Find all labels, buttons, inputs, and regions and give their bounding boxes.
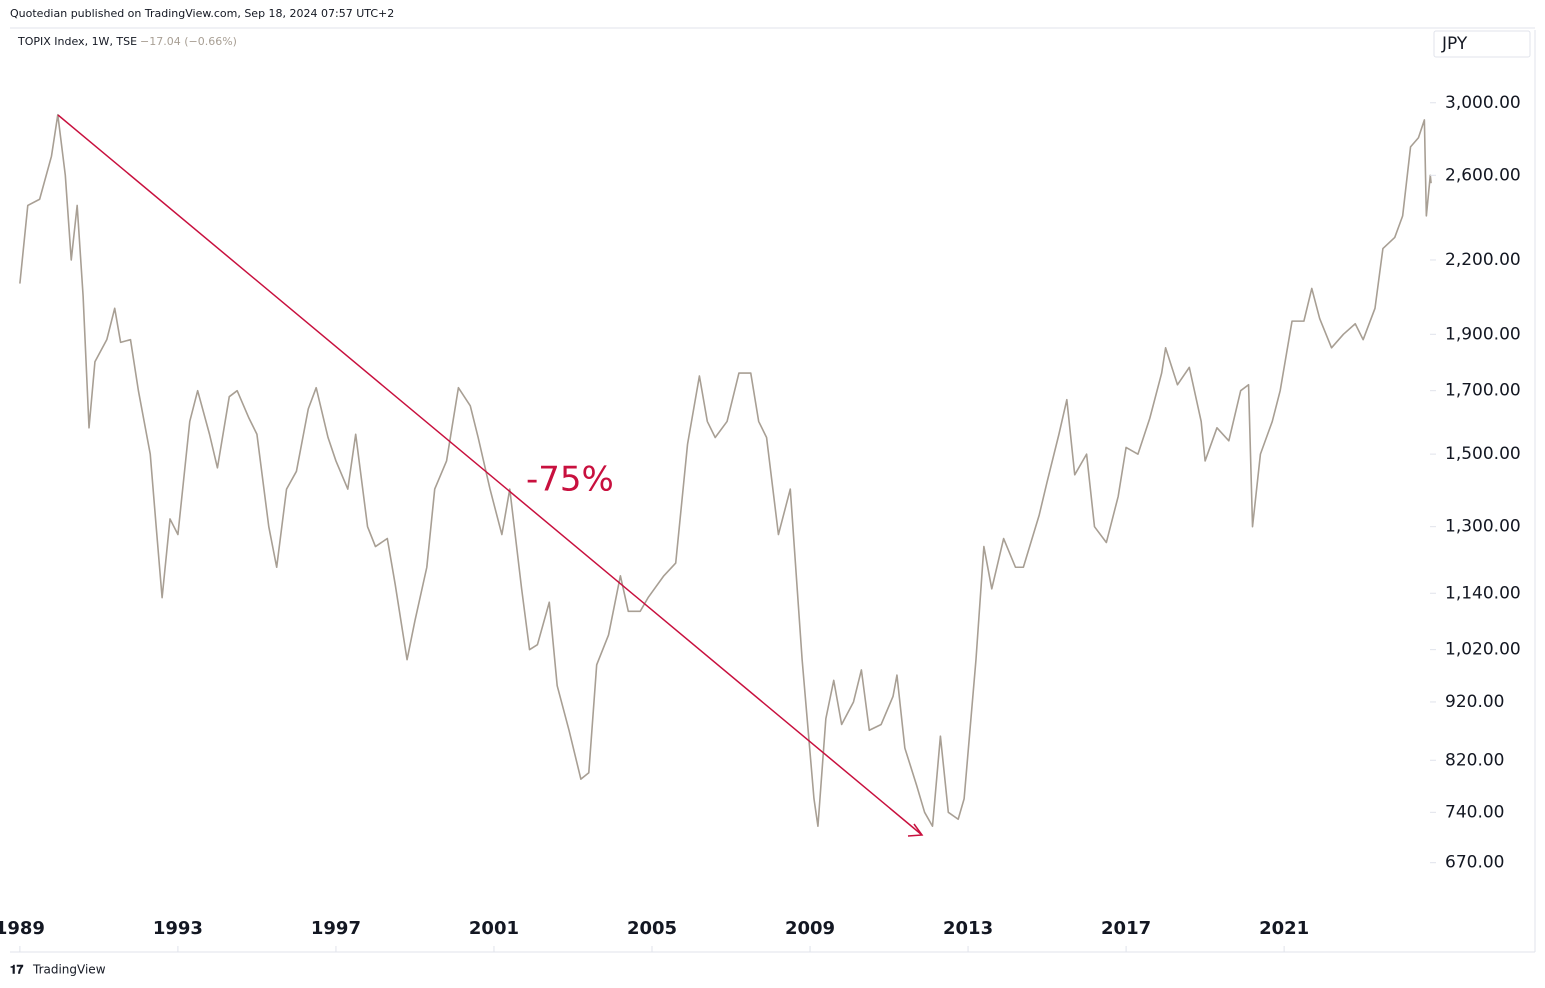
chart-subtitle: −17.04 (−0.66%) (140, 35, 237, 48)
x-tick-label: 2021 (1259, 918, 1309, 939)
y-tick-label: 740.00 (1445, 802, 1504, 822)
plot (19, 113, 1432, 828)
x-tick-label: 2013 (943, 918, 993, 939)
trend-arrow (57, 114, 923, 836)
footer: TradingView (32, 963, 106, 977)
x-tick-label: 2017 (1101, 918, 1151, 939)
y-tick-label: 1,500.00 (1445, 444, 1521, 464)
y-tick-label: 3,000.00 (1445, 93, 1521, 113)
x-tick-label: 2009 (785, 918, 835, 939)
y-tick-label: 1,140.00 (1445, 583, 1521, 603)
x-tick-label: 1989 (0, 918, 45, 939)
y-tick-label: 820.00 (1445, 750, 1504, 770)
y-tick-label: 670.00 (1445, 853, 1504, 873)
price-line (19, 113, 1432, 828)
x-tick-label: 1993 (153, 918, 203, 939)
chart-title: TOPIX Index, 1W, TSE (17, 35, 137, 48)
y-tick-label: 920.00 (1445, 692, 1504, 712)
logo: 𝟏𝟕 (10, 963, 24, 977)
annotation: -75% (526, 460, 614, 500)
publisher: Quotedian published on TradingView.com, … (10, 7, 394, 20)
logo-mark: 𝟏𝟕 (10, 963, 24, 977)
arrow-head (907, 823, 924, 837)
x-tick-label: 2005 (627, 918, 677, 939)
y-tick-label: 1,020.00 (1445, 640, 1521, 660)
y-tick-label: 1,300.00 (1445, 517, 1521, 537)
currency-box[interactable] (1433, 30, 1531, 58)
y-tick-label: 1,700.00 (1445, 381, 1521, 401)
y-tick-label: 2,200.00 (1445, 250, 1521, 270)
x-tick-label: 2001 (469, 918, 519, 939)
y-tick-label: 2,600.00 (1445, 165, 1521, 185)
y-tick-label: 1,900.00 (1445, 324, 1521, 344)
x-tick-label: 1997 (311, 918, 361, 939)
currency[interactable]: JPY (1441, 34, 1468, 54)
